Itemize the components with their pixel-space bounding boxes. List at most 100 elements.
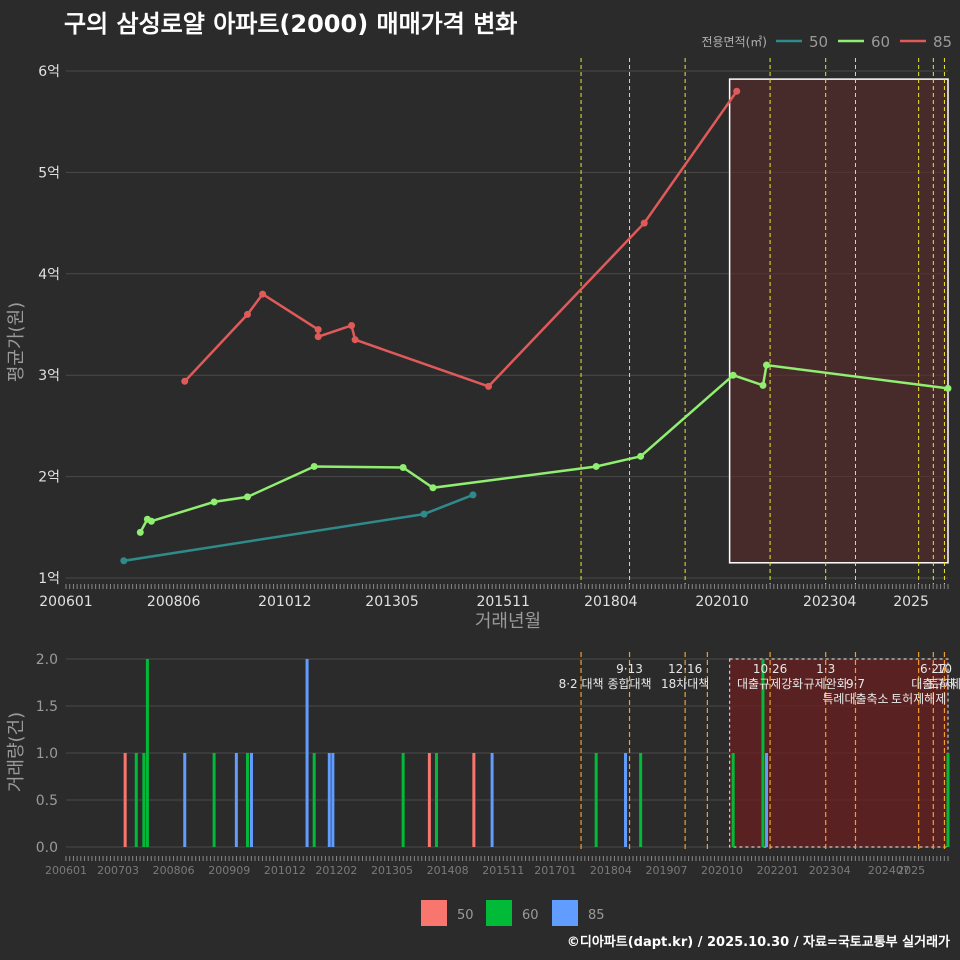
bar-x-tick-label: 202201 [757,864,799,877]
y-tick-label: 5억 [38,165,60,181]
x-tick-label: 2025 [893,594,929,610]
bar-x-tick-label: 201701 [534,864,576,877]
event-annotation: 9·13 [616,662,643,676]
bar-x-tick-label: 2025 [897,864,925,877]
event-annotation: 종합대책 [607,676,651,691]
bar-60 [639,753,643,847]
bar-legend-label-85: 85 [588,908,605,923]
bar-85 [490,753,494,847]
bar-x-tick-label: 201511 [482,864,524,877]
bar-60 [142,753,146,847]
data-point-60 [763,361,771,369]
data-point-50 [469,491,477,499]
x-tick-label: 202010 [695,594,748,610]
data-point-50 [420,510,428,518]
event-annotation: 18차대책 [661,676,709,691]
bar-x-tick-label: 201907 [645,864,687,877]
bar-x-tick-label: 201012 [264,864,306,877]
legend-label-50: 50 [809,33,828,51]
data-point-85 [259,290,267,298]
bar-85 [624,753,628,847]
data-point-60 [759,381,767,389]
bar-x-tick-label: 201305 [371,864,413,877]
x-tick-label: 200806 [147,594,201,610]
y-tick-label: 6억 [38,64,60,80]
x-tick-label: 201804 [584,594,638,610]
event-annotation: 12·16 [668,662,702,676]
x-tick-label: 201305 [365,594,418,610]
x-tick-label: 201511 [476,594,529,610]
bar-legend-key-85 [552,900,578,926]
event-annotation: 토허제해제 [891,692,946,706]
series-line-60 [139,363,949,533]
bar-50 [472,753,476,847]
y-tick-label: 4억 [38,267,60,283]
event-annotation: 대출규제강화 [737,677,803,691]
bar-85 [249,753,253,847]
event-annotation: 규제완화 [804,677,848,691]
bar-85 [305,659,309,847]
x-axis-title: 거래년월 [475,611,541,632]
bar-60 [761,659,765,847]
bar-85 [331,753,335,847]
data-point-60 [136,528,144,536]
data-point-85 [640,219,648,227]
bar-50 [427,753,431,847]
bar-60 [594,753,598,847]
data-point-60 [147,517,155,525]
bar-x-tick-label: 200601 [45,864,87,877]
series-line-85 [183,90,738,388]
bar-60 [312,753,316,847]
bar-x-tick-label: 200806 [153,864,195,877]
data-point-60 [729,371,737,379]
legend-title: 전용면적(㎡) [701,35,767,49]
credit-text: ©디아파트(dapt.kr) / 2025.10.30 / 자료=국토교통부 실… [566,935,950,950]
y-tick-label: 2억 [38,470,60,486]
bar-y-tick-label: 1.0 [36,746,58,762]
bar-60 [212,753,216,847]
event-annotation: 10·26 [753,662,787,676]
data-point-60 [592,462,600,470]
bar-50 [123,753,127,847]
bar-60 [946,753,950,847]
bar-x-tick-label: 201408 [427,864,469,877]
y-tick-label: 3억 [38,368,60,384]
event-annotation: 1·3 [816,662,835,676]
bar-y-tick-label: 0.5 [36,793,58,809]
data-point-60 [429,484,437,492]
event-annotation: 10 [937,662,952,676]
bar-x-tick-label: 202407 [868,864,910,877]
bar-60 [145,659,149,847]
bar-85 [327,753,331,847]
bar-60 [245,753,249,847]
event-annotation: 대출규제 [911,677,955,691]
bar-85 [234,753,238,847]
data-point-60 [399,463,407,471]
bar-legend-key-60 [486,900,512,926]
legend-label-85: 85 [933,33,952,51]
x-tick-label: 202304 [803,594,857,610]
legend-label-60: 60 [871,33,890,51]
data-point-60 [243,493,251,501]
bar-legend-label-50: 50 [457,908,474,923]
bar-y-tick-label: 2.0 [36,652,58,668]
event-annotation: 8·2 대책 [559,676,604,691]
bar-legend-label-60: 60 [522,908,539,923]
x-tick-label: 201012 [258,594,311,610]
bar-y-axis-title: 거래량(건) [6,712,27,792]
data-point-85 [243,310,251,318]
data-point-60 [637,452,645,460]
data-point-85 [348,322,356,330]
bar-60 [401,753,405,847]
event-annotation: 특례대출축소 [822,692,888,706]
event-annotation: 6·27 [920,662,947,676]
bar-60 [435,753,439,847]
series-line-50 [123,493,474,563]
data-point-85 [314,333,322,341]
y-tick-label: 1억 [38,571,60,587]
data-point-60 [944,384,952,392]
data-point-50 [120,557,128,565]
bar-y-tick-label: 1.5 [36,699,58,715]
